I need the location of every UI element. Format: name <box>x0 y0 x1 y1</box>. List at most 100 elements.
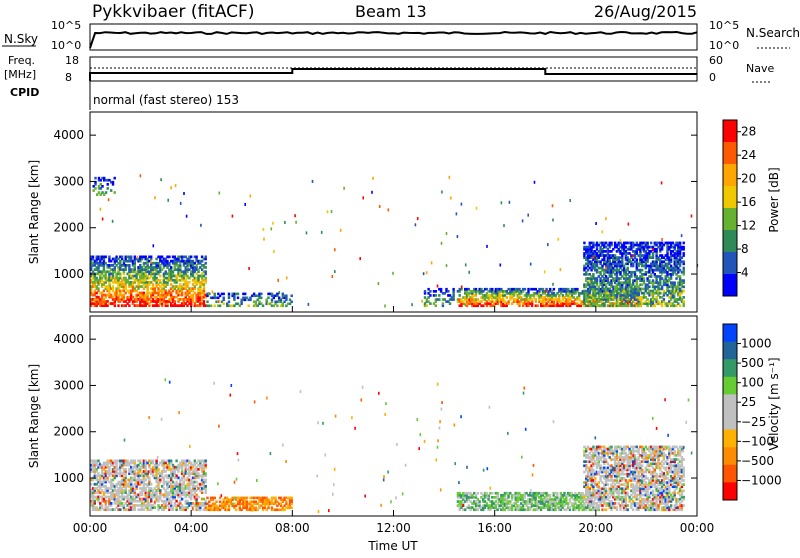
power-cell-0 <box>168 256 170 259</box>
power-scatter-point <box>461 286 463 289</box>
power-cell-1 <box>260 297 262 300</box>
power-cell-4 <box>679 242 681 245</box>
power-scatter-point <box>250 195 252 198</box>
vel-cell-3 <box>585 506 587 509</box>
power-cell-4 <box>683 267 685 270</box>
power-scatter-point <box>334 248 336 251</box>
power-frame <box>90 112 697 312</box>
power-scatter-point <box>464 303 466 306</box>
power-scatter-point <box>384 305 386 308</box>
power-cell-2 <box>435 290 437 293</box>
power-scatter-point <box>306 231 308 234</box>
power-scatter-point <box>509 201 511 204</box>
power-ytick-label: 3000 <box>53 174 84 188</box>
power-cell-1 <box>244 293 246 296</box>
power-cell-4 <box>616 294 618 297</box>
power-cell-2 <box>449 302 451 305</box>
power-scatter-point <box>379 205 381 208</box>
power-scatter-point <box>327 210 329 213</box>
power-scatter-point <box>423 272 425 275</box>
power-cell-0 <box>205 262 207 265</box>
power-scatter-point <box>102 218 104 221</box>
power-scatter-point <box>167 199 169 202</box>
power-scatter-point <box>661 238 663 241</box>
power-scatter-point <box>534 181 536 184</box>
power-scatter-point <box>340 229 342 232</box>
power-scatter-point <box>362 196 364 199</box>
vel-cell-0 <box>205 479 207 482</box>
power-cell-0 <box>174 300 176 303</box>
cpid-text: normal (fast stereo) 153 <box>93 93 239 107</box>
power-cell-3 <box>576 288 578 291</box>
power-scatter-point <box>560 268 562 271</box>
power-cell-4 <box>683 252 685 255</box>
power-cell-0 <box>121 256 123 259</box>
power-scatter-point <box>547 243 549 246</box>
power-cell-1 <box>219 305 221 308</box>
power-cell-0 <box>128 304 130 307</box>
power-cell-4 <box>679 304 681 307</box>
power-cell-4 <box>650 242 652 245</box>
power-cell-2 <box>435 304 437 307</box>
power-cell-4 <box>643 277 645 280</box>
power-scatter-point <box>465 263 467 266</box>
power-scatter-point <box>378 282 380 285</box>
power-cell-0 <box>128 264 130 267</box>
power-scatter-point <box>170 186 172 189</box>
vel-cell-0 <box>119 508 121 511</box>
power-cell-4 <box>607 304 609 307</box>
power-ylabel: Slant Range [km] <box>27 160 41 264</box>
power-cell-0 <box>188 281 190 284</box>
power-scatter-point <box>392 272 394 275</box>
power-scatter-point <box>233 296 235 299</box>
power-cell-1 <box>262 305 264 308</box>
power-scatter-point <box>308 303 310 306</box>
vel-cell-3 <box>594 477 596 480</box>
power-scatter-point <box>608 262 610 265</box>
power-colorbar-tick-label: 12 <box>741 219 756 233</box>
power-colorbar-swatch <box>723 252 737 275</box>
power-cell-1 <box>214 293 216 296</box>
power-cell-4 <box>627 304 629 307</box>
vel-cell-0 <box>205 485 207 488</box>
cpid-label: CPID <box>10 86 39 99</box>
power-cell-4 <box>659 292 661 295</box>
power-cell-4 <box>648 286 650 289</box>
power-cell-0 <box>159 279 161 282</box>
power-scatter-point <box>593 256 595 259</box>
power-scatter-point <box>108 198 110 201</box>
vel-cell-1 <box>206 497 208 500</box>
vel-cell-0 <box>134 460 136 463</box>
nave-tick-top: 60 <box>709 54 723 67</box>
power-colorbar-swatch <box>723 142 737 165</box>
power-scatter-point <box>530 263 532 266</box>
power-scatter-point <box>681 234 683 237</box>
power-scatter-point <box>321 231 323 234</box>
sky-label: N.Sky <box>4 32 38 46</box>
power-cell-5 <box>114 177 116 180</box>
power-cell-1 <box>223 297 225 300</box>
vel-cell-0 <box>205 472 207 475</box>
vel-cell-0 <box>170 460 172 463</box>
power-cell-3 <box>506 296 508 299</box>
power-scatter-point <box>450 197 452 200</box>
power-scatter-point <box>446 232 448 235</box>
velocity-data <box>90 378 692 513</box>
power-scatter-point <box>500 264 502 267</box>
vel-cell-0 <box>175 460 177 463</box>
power-cell-3 <box>524 288 526 291</box>
power-cell-2 <box>429 290 431 293</box>
power-scatter-point <box>180 202 182 205</box>
power-scatter-point <box>552 219 554 222</box>
power-cell-0 <box>108 256 110 259</box>
power-scatter-point <box>153 244 155 247</box>
power-cell-5 <box>101 185 103 188</box>
power-cell-4 <box>641 269 643 272</box>
power-cell-2 <box>435 294 437 297</box>
power-scatter-point <box>286 276 288 279</box>
sky-count-line <box>90 32 697 48</box>
power-colorbar-swatch <box>723 208 737 231</box>
vel-cell-0 <box>152 460 154 463</box>
power-cell-4 <box>627 267 629 270</box>
